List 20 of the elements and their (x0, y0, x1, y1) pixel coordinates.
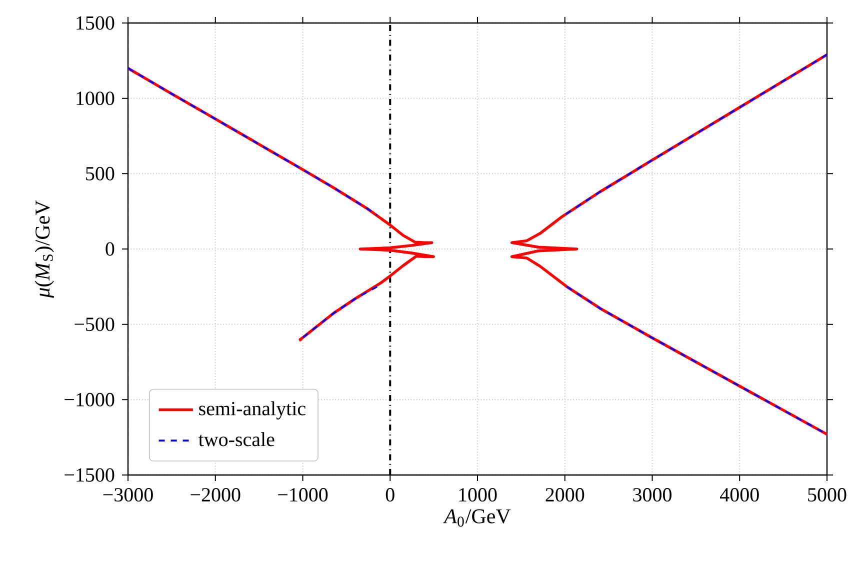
x-tick-label: 2000 (546, 488, 584, 502)
y-tick-label: 500 (86, 166, 114, 180)
y-tick-label: 1500 (76, 16, 114, 30)
legend-label: semi-analytic (199, 401, 306, 420)
legend-label: two-scale (198, 432, 274, 446)
x-tick-label: 1000 (459, 488, 497, 502)
y-tick-label: −1500 (64, 468, 114, 482)
x-tick-label: 3000 (633, 488, 672, 502)
x-tick-label: −3000 (103, 488, 153, 502)
x-axis-title: A$_{0}$/GeV (442, 509, 511, 527)
x-tick-label: −1000 (278, 488, 328, 502)
x-tick-label: −2000 (190, 488, 240, 502)
y-tick-label: −1000 (64, 392, 114, 406)
x-tick-label: 5000 (808, 488, 846, 502)
y-tick-label: −500 (74, 318, 114, 332)
y-axis-title: μ(M$_{S}$)/GeV (34, 200, 54, 298)
x-tick-label: 0 (386, 488, 394, 502)
y-tick-label: 1000 (76, 92, 114, 106)
y-tick-label: 0 (106, 242, 114, 256)
x-tick-label: 4000 (720, 488, 759, 502)
